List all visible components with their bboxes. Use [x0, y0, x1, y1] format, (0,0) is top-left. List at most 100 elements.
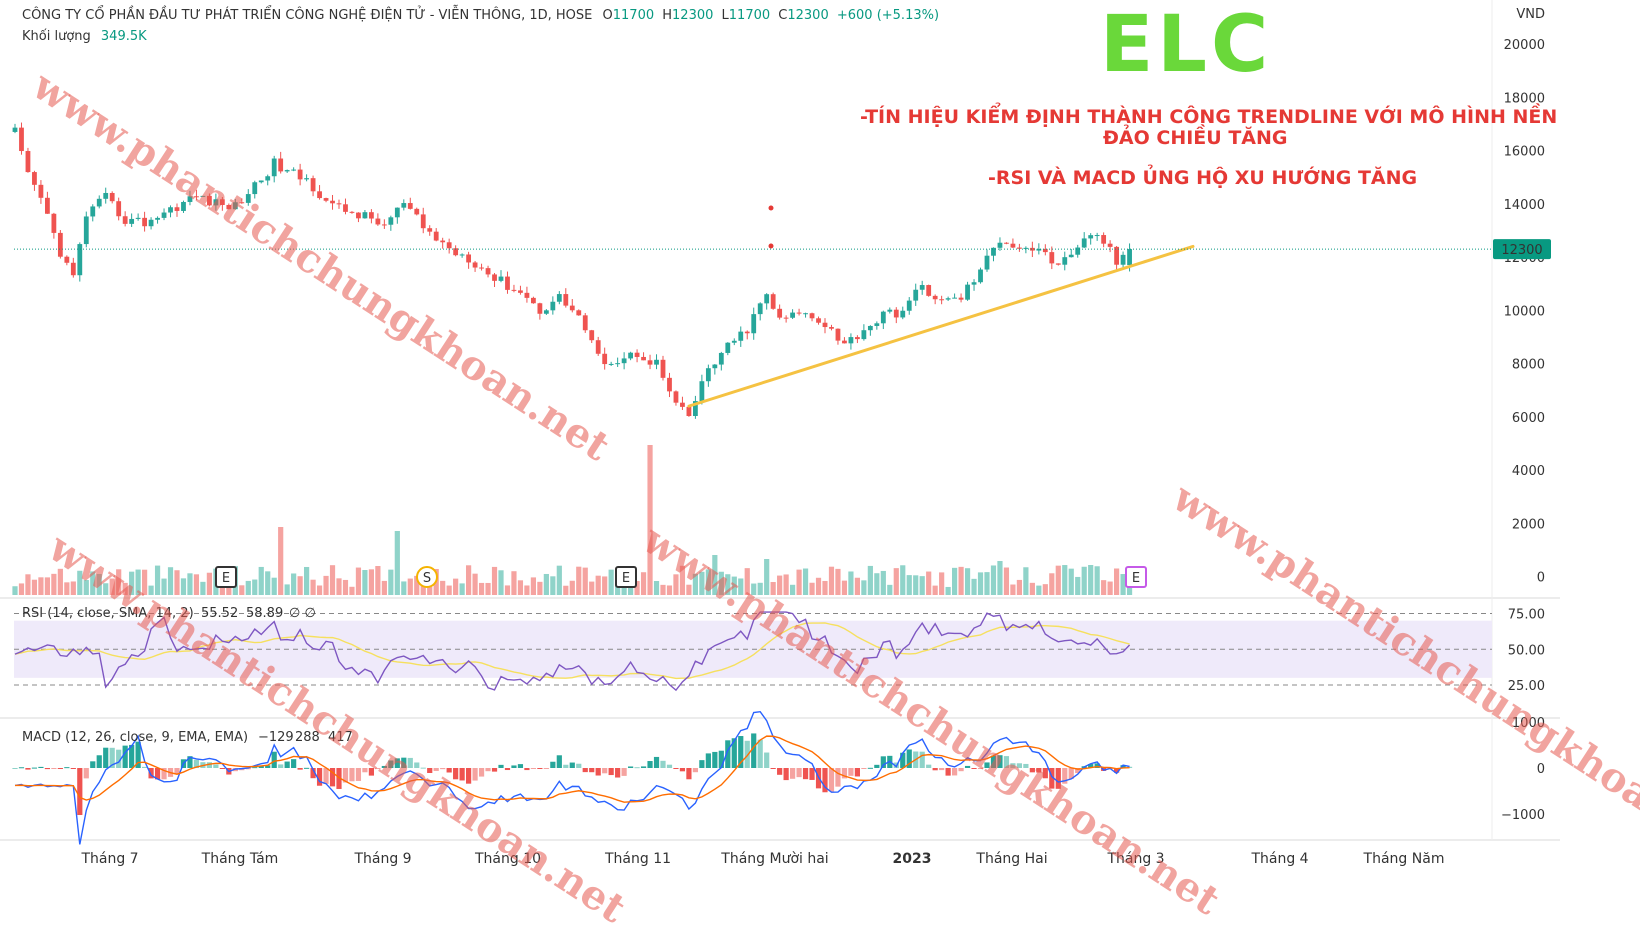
- candle-body: [330, 200, 335, 204]
- candle-body: [148, 219, 154, 227]
- volume-bar: [381, 580, 387, 595]
- candle-body: [239, 202, 245, 204]
- candle-body: [25, 151, 31, 173]
- candle-body: [511, 289, 517, 291]
- candle-body: [51, 213, 57, 233]
- macd-histogram-bar: [1016, 763, 1022, 768]
- candle-body: [543, 310, 549, 314]
- macd-histogram-bar: [148, 768, 154, 779]
- volume-bar: [167, 567, 174, 595]
- macd-histogram-bar: [96, 755, 102, 768]
- ticker-symbol: ELC: [1100, 0, 1273, 90]
- macd-histogram-bar: [1010, 763, 1016, 768]
- trendline: [687, 244, 1195, 408]
- event-marker-earnings: [615, 566, 637, 588]
- candle-body: [291, 169, 297, 171]
- candle-body: [1075, 247, 1081, 255]
- volume-bar: [154, 565, 161, 595]
- macd-histogram-bar: [446, 768, 452, 773]
- candle-body: [388, 217, 394, 225]
- candle-body: [472, 262, 478, 268]
- macd-histogram-bar: [783, 768, 789, 781]
- candle-body: [161, 212, 167, 218]
- volume-bar: [582, 567, 588, 595]
- volume-bar: [57, 568, 63, 595]
- macd-histogram-bar: [569, 762, 575, 768]
- macd-histogram-bar: [1003, 756, 1010, 768]
- volume-bar: [323, 575, 329, 595]
- macd-histogram-bar: [822, 768, 828, 793]
- volume-bar: [284, 584, 290, 595]
- candle-body: [1010, 243, 1016, 248]
- macd-histogram-bar: [867, 767, 873, 769]
- volume-bar: [440, 580, 446, 595]
- candle-body: [822, 322, 828, 328]
- candle-body: [323, 198, 329, 201]
- macd-histogram-bar: [1062, 768, 1068, 784]
- macd-histogram-bar: [537, 768, 543, 769]
- macd-histogram-bar: [420, 767, 426, 769]
- candle-body: [394, 207, 400, 218]
- event-marker-earnings: [1125, 566, 1147, 588]
- candle-body: [991, 247, 996, 256]
- candle-body: [744, 331, 750, 334]
- candle-body: [498, 276, 504, 281]
- macd-histogram-bar: [835, 768, 841, 787]
- candle-body: [19, 127, 24, 152]
- macd-histogram-bar: [751, 733, 757, 768]
- candle-body: [1049, 252, 1055, 264]
- volume-bar: [96, 573, 102, 595]
- candle-body: [867, 325, 873, 331]
- macd-histogram-bar: [414, 762, 420, 768]
- time-label: Tháng Năm: [1363, 851, 1445, 867]
- candle-body: [550, 301, 556, 311]
- time-label: Tháng 10: [474, 851, 541, 867]
- rsi-tick-75.00: 75.00: [1508, 608, 1545, 623]
- candle-body: [349, 211, 355, 213]
- candle-body: [628, 352, 633, 359]
- macd-histogram-bar: [368, 768, 374, 776]
- candle-body: [155, 217, 160, 220]
- price-tick-20000: 20000: [1504, 38, 1545, 53]
- volume-bar: [783, 574, 789, 595]
- change-value: +600 (+5.13%): [836, 8, 940, 23]
- candle-body: [589, 330, 595, 341]
- macd-histogram-bar: [926, 764, 932, 768]
- candle-body: [906, 300, 912, 311]
- candle-body: [1062, 257, 1068, 265]
- candle-body: [77, 244, 83, 276]
- candle-body: [518, 290, 523, 293]
- macd-histogram-bar: [498, 764, 504, 768]
- macd-histogram-bar: [142, 766, 148, 768]
- macd-histogram-bar: [478, 768, 485, 777]
- volume-bar: [712, 555, 718, 595]
- candle-body: [1120, 254, 1126, 265]
- volume-bar: [349, 586, 355, 595]
- volume-bar: [278, 527, 284, 595]
- event-marker-label: S: [423, 571, 431, 586]
- candle-body: [699, 381, 705, 402]
- macd-histogram-bar: [615, 768, 621, 778]
- volume-legend: Khối lượng 349.5K: [22, 29, 147, 44]
- macd-histogram-bar: [219, 768, 225, 769]
- volume-bar: [556, 565, 562, 595]
- time-label: Tháng Mười hai: [720, 851, 828, 867]
- high-label: H: [662, 8, 673, 23]
- macd-histogram-bar: [466, 768, 472, 784]
- candle-body: [90, 206, 96, 217]
- candle-body: [1088, 235, 1094, 239]
- macd-histogram-bar: [556, 755, 562, 768]
- macd-histogram-bar: [154, 768, 161, 780]
- rsi-extra: ∅ ∅: [289, 606, 316, 621]
- volume-bar: [420, 584, 426, 595]
- candle-body: [874, 323, 880, 326]
- candle-body: [168, 207, 173, 213]
- volume-bar: [491, 566, 498, 595]
- macd-histogram-bar: [83, 768, 89, 779]
- candle-body: [297, 169, 303, 180]
- candle-body: [718, 352, 724, 365]
- macd-histogram-bar: [342, 768, 349, 783]
- macd-histogram-bar: [485, 768, 491, 772]
- volume-bar: [997, 561, 1003, 595]
